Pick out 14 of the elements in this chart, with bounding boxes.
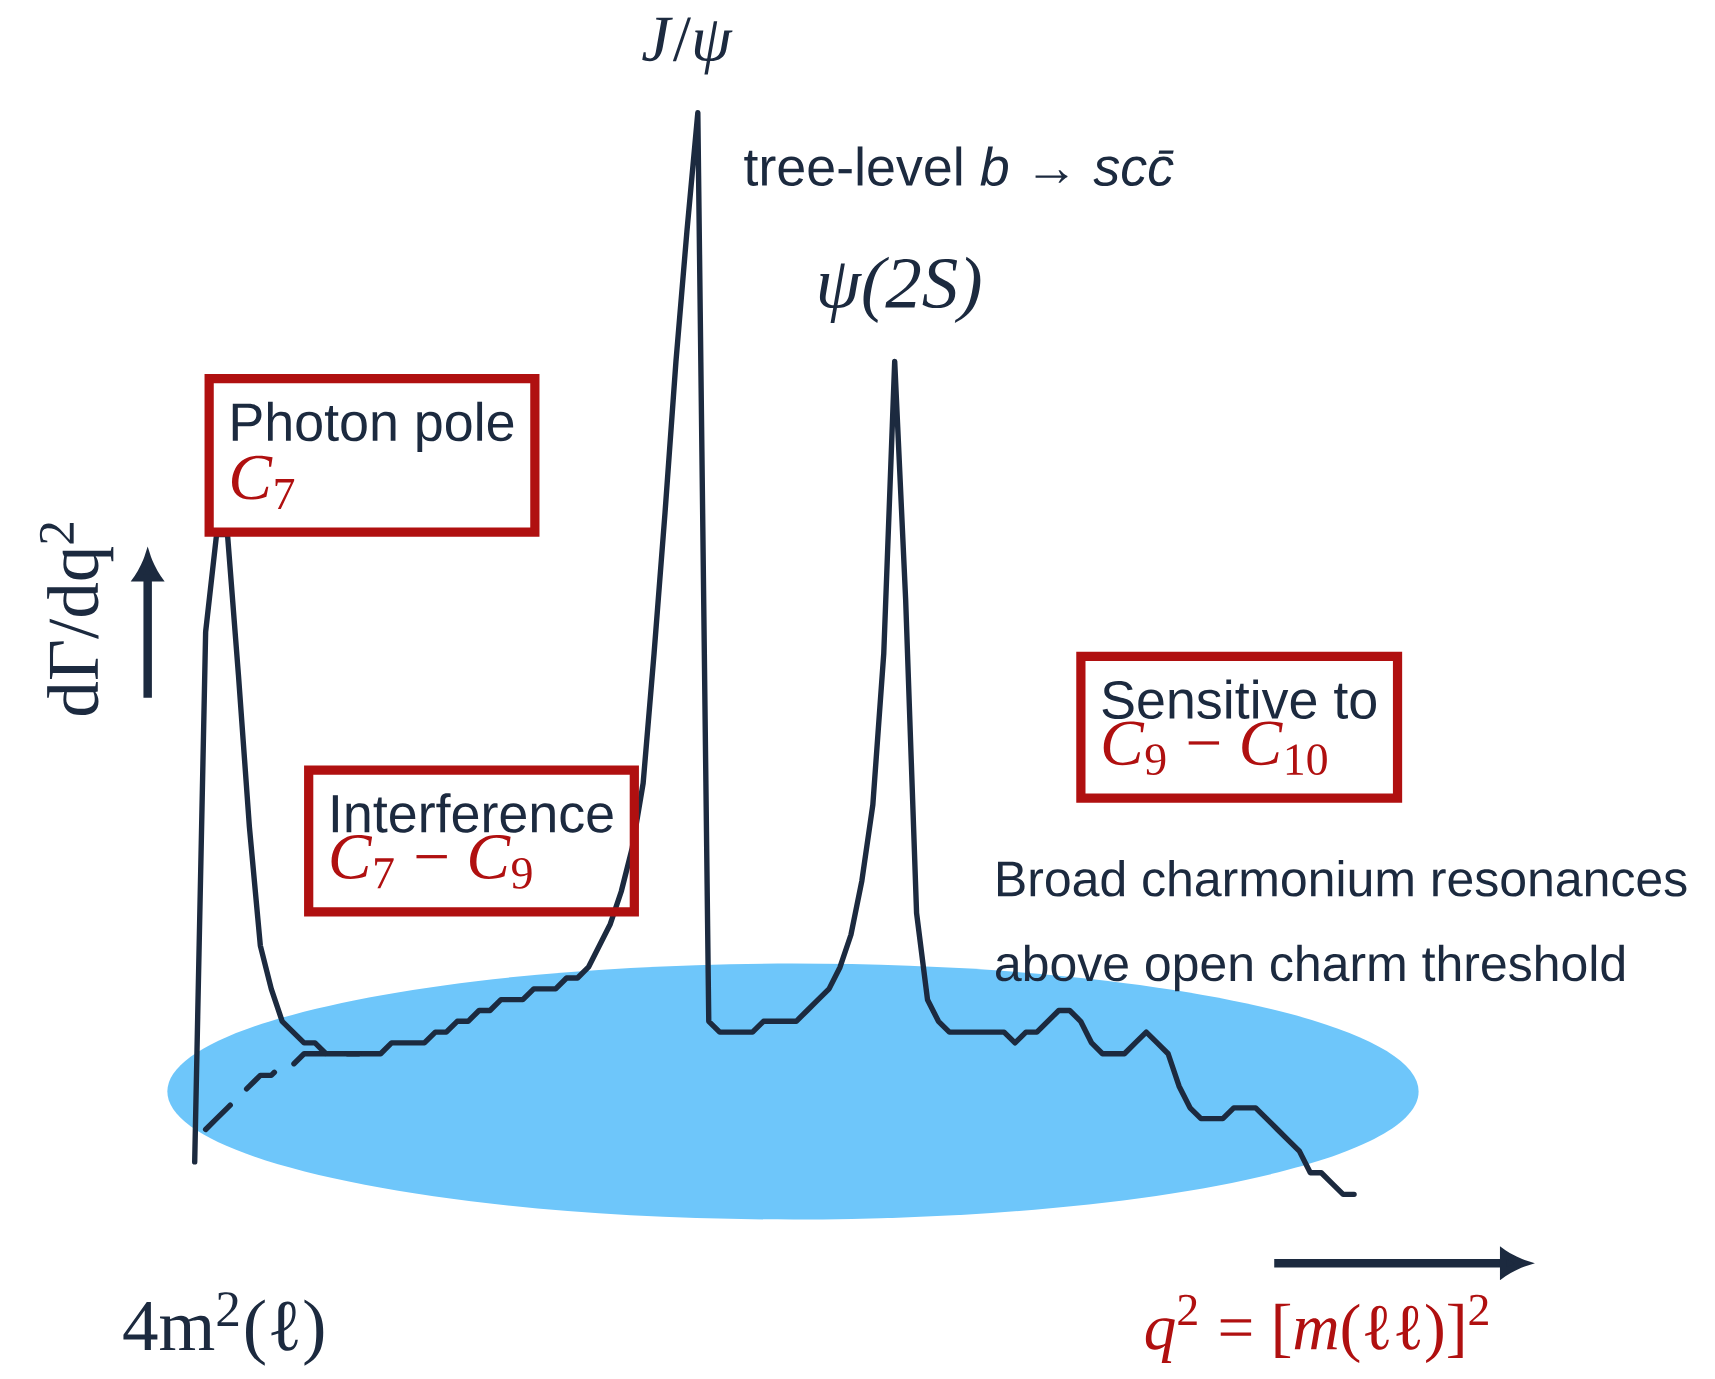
text: J/ψ — [642, 17, 733, 75]
annotation: Interference — [332, 793, 613, 833]
annotation: C$_{9}$ − C$_{10}$ — [1103, 721, 1327, 775]
y-axis-title: dΓ/dq$^{2}$ — [39, 522, 114, 715]
annotation: C$_{7}$ — [231, 455, 295, 509]
x-axis-title: q$^{2}$ = [m(ℓℓ)]$^{2}$ — [1145, 1294, 1488, 1363]
annotation: Sensitive to — [1102, 679, 1376, 719]
annotation: Broad charmonium resonances — [998, 859, 1687, 897]
annotation: ψ(2S) — [819, 256, 981, 323]
annotation: tree-level b → scc̄ — [744, 146, 1174, 186]
annotation: C$_{7}$ − C$_{9}$ — [331, 834, 532, 889]
annotation: Photon pole — [232, 401, 514, 452]
annotation: above open charm threshold — [996, 944, 1624, 992]
text: 4m$^{2}$(ℓ) — [123, 1292, 324, 1366]
